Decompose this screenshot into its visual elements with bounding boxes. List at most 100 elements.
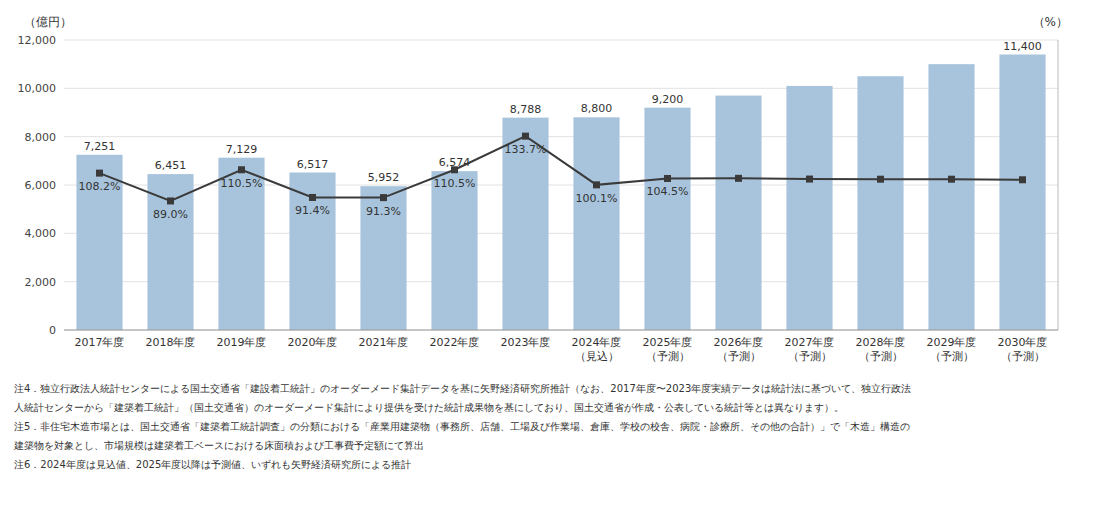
bar-label: 5,952 [368, 171, 400, 184]
x-axis-line [64, 330, 1058, 331]
x-tick-label: 2018年度 [146, 336, 196, 349]
x-tick-label-line: 2030年度 [998, 336, 1048, 349]
bar-label: 6,451 [155, 159, 187, 172]
y2-axis-line [1058, 40, 1059, 330]
bar [928, 64, 974, 330]
x-tick-label-line: 2026年度 [714, 336, 764, 349]
x-tick-label-line: （予測） [859, 350, 903, 363]
bar [76, 155, 122, 330]
bar [502, 118, 548, 330]
line-label: 89.0% [153, 208, 188, 221]
line-marker [664, 175, 671, 182]
bar [999, 55, 1045, 331]
bar-label: 8,788 [510, 103, 542, 116]
x-tick-label-line: 2018年度 [146, 336, 196, 349]
line-marker [167, 197, 174, 204]
x-tick-label: 2020年度 [288, 336, 338, 349]
line-label: 133.7% [505, 143, 547, 156]
bar [786, 86, 832, 330]
line-label: 91.4% [295, 204, 330, 217]
x-tick-label-line: 2029年度 [927, 336, 977, 349]
grid-line [64, 136, 1058, 137]
note: 人統計センターから「建築着工統計」（国土交通省）のオーダーメード集計により提供を… [14, 402, 844, 413]
line [100, 136, 1023, 201]
note: 注4．独立行政法人統計センターによる国土交通省「建設着工統計」のオーダーメード集… [14, 383, 911, 394]
y-tick-label: 0 [49, 324, 56, 337]
x-tick-label: 2023年度 [501, 336, 551, 349]
x-tick-label-line: （予測） [930, 350, 974, 363]
bar-label: 6,517 [297, 158, 329, 171]
line-label: 110.5% [434, 177, 476, 190]
x-tick-label: 2019年度 [217, 336, 267, 349]
line-marker [806, 176, 813, 183]
y2-axis-label: （%） [1033, 15, 1068, 29]
grid-line [64, 330, 1058, 331]
x-tick-label-line: （予測） [1001, 350, 1045, 363]
grid-line [64, 185, 1058, 186]
bar-label: 7,251 [84, 140, 116, 153]
x-tick-label: 2021年度 [359, 336, 409, 349]
bar-label: 9,200 [652, 93, 684, 106]
grid [64, 40, 1058, 330]
y-tick-label: 8,000 [25, 131, 57, 144]
x-tick-label-line: 2017年度 [75, 336, 125, 349]
bar [218, 158, 264, 330]
bar [573, 117, 619, 330]
x-tick-label: 2022年度 [430, 336, 480, 349]
x-tick-label-line: （予測） [717, 350, 761, 363]
grid-line [64, 281, 1058, 282]
note: 注6．2024年度は見込値、2025年度以降は予測値、いずれも矢野経済研究所によ… [14, 459, 411, 471]
x-tick-label-line: 2021年度 [359, 336, 409, 349]
line-marker [238, 166, 245, 173]
x-tick-label: 2024年度（見込） [572, 336, 622, 363]
bar [289, 173, 335, 330]
line-label: 100.1% [576, 192, 618, 205]
line-marker [522, 133, 529, 140]
bar [431, 171, 477, 330]
x-tick-label-line: 2022年度 [430, 336, 480, 349]
bar-label: 8,800 [581, 102, 613, 115]
x-tick-label-line: 2019年度 [217, 336, 267, 349]
x-tick-label-line: 2020年度 [288, 336, 338, 349]
bar-label: 11,400 [1003, 40, 1042, 53]
x-tick-label-line: 2028年度 [856, 336, 906, 349]
x-tick-label: 2025年度（予測） [643, 336, 693, 363]
y-axis-label: （億円） [24, 15, 72, 29]
line-marker [96, 170, 103, 177]
note: 建築物を対象とし、市場規模は建築着工ベースにおける床面積および工事費予定額にて算… [13, 440, 424, 451]
bar [360, 186, 406, 330]
chart: 02,0004,0006,0008,00010,00012,0007,2516,… [0, 0, 1102, 515]
line-marker [380, 194, 387, 201]
line-marker [948, 176, 955, 183]
note: 注5．非住宅木造市場とは、国土交通省「建築着工統計調査」の分類における「産業用建… [14, 421, 910, 432]
y-tick-label: 2,000 [25, 276, 57, 289]
bar [644, 108, 690, 330]
x-tick-label: 2029年度（予測） [927, 336, 977, 363]
line-marker [1019, 176, 1026, 183]
grid-line [64, 88, 1058, 89]
bar-label: 6,574 [439, 156, 471, 169]
line-marker [593, 181, 600, 188]
grid-line [64, 233, 1058, 234]
grid-line [64, 40, 1058, 41]
x-tick-label: 2027年度（予測） [785, 336, 835, 363]
line-marker [735, 175, 742, 182]
y-tick-label: 10,000 [18, 82, 57, 95]
bar [147, 174, 193, 330]
y-tick-label: 4,000 [25, 227, 57, 240]
x-tick-label: 2017年度 [75, 336, 125, 349]
x-tick-label-line: （見込） [575, 350, 619, 363]
x-tick-label: 2028年度（予測） [856, 336, 906, 363]
data-labels: 7,251 6,451 7,129 6,517 5,952 6,574 8,788 8,800… [79, 40, 1042, 221]
line-label: 108.2% [79, 180, 121, 193]
x-tick-label-line: 2024年度 [572, 336, 622, 349]
x-tick-label-line: 2025年度 [643, 336, 693, 349]
line-marker [309, 194, 316, 201]
x-tick-label-line: （予測） [788, 350, 832, 363]
y-tick-label: 6,000 [25, 179, 57, 192]
line-label: 91.3% [366, 205, 401, 218]
line-label: 110.5% [221, 177, 263, 190]
bar-label: 7,129 [226, 143, 258, 156]
bar [857, 76, 903, 330]
x-tick-label: 2030年度（予測） [998, 336, 1048, 363]
